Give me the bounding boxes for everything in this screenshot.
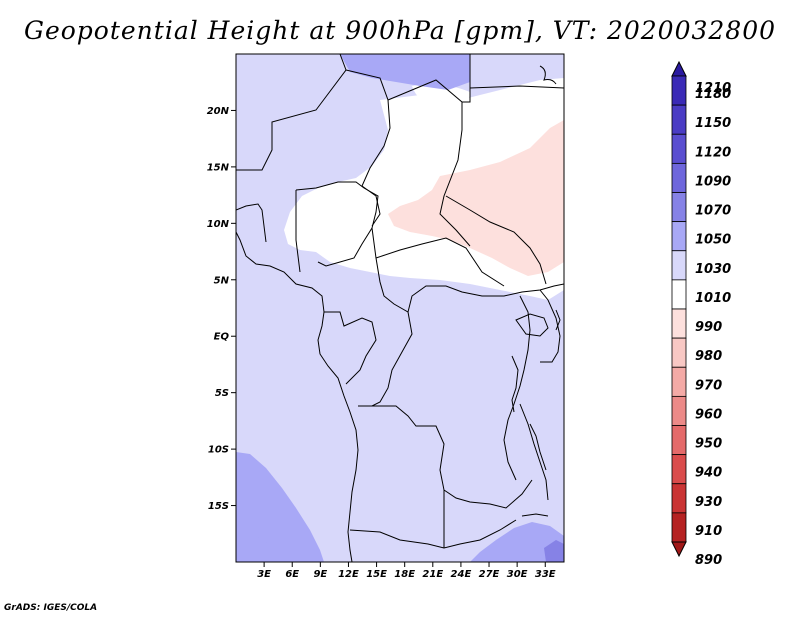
colorbar-level-label: 1120 — [695, 145, 731, 160]
map-frame — [235, 53, 565, 563]
colorbar-swatch — [671, 162, 687, 193]
field-region-990-1010 — [412, 84, 470, 109]
chart-title: Geopotential Height at 900hPa [gpm], VT:… — [23, 16, 777, 45]
lon-tick-label: 27E — [479, 569, 500, 580]
lon-tick-label: 24E — [451, 569, 472, 580]
lat-tick-label: 20N — [207, 106, 230, 117]
colorbar-swatch — [671, 337, 687, 368]
lat-tick-label: EQ — [214, 332, 230, 343]
colorbar-level-label: 1210 — [695, 81, 731, 96]
colorbar-level-label: 890 — [695, 553, 722, 568]
colorbar-swatch — [671, 250, 687, 281]
lon-tick-label: 21E — [422, 569, 443, 580]
colorbar-level-label: 1050 — [695, 233, 731, 248]
colorbar-swatch — [671, 425, 687, 456]
lat-tick-label: 5N — [214, 275, 230, 286]
field-region-1030-1050 — [236, 452, 324, 562]
lon-tick-label: 33E — [535, 569, 556, 580]
colorbar-level-label: 1010 — [695, 291, 731, 306]
colorbar-top-arrow — [671, 60, 687, 77]
lon-tick-label: 15E — [366, 569, 387, 580]
colorbar-level-label: 930 — [695, 495, 722, 510]
colorbar-swatch — [671, 395, 687, 426]
colorbar-swatch — [671, 308, 687, 339]
lon-tick-label: 6E — [285, 569, 299, 580]
lon-tick-label: 9E — [313, 569, 327, 580]
lon-tick-label: 3E — [257, 569, 271, 580]
lat-tick-label: 15N — [207, 162, 230, 173]
coastlines-borders — [236, 54, 564, 562]
colorbar-swatch — [671, 104, 687, 135]
colorbar-level-label: 1180 — [695, 87, 731, 102]
grads-credit: GrADS: IGES/COLA — [4, 603, 98, 613]
field-region-980-990 — [388, 120, 564, 276]
colorbar-swatch — [671, 279, 687, 310]
colorbar-level-label: 990 — [695, 320, 722, 335]
colorbar-level-label: 910 — [695, 524, 722, 539]
colorbar-swatch — [671, 221, 687, 252]
colorbar-swatch — [671, 512, 687, 543]
lat-tick-label: 10N — [207, 219, 230, 230]
colorbar-level-label: 980 — [695, 349, 722, 364]
lat-tick-label: 15S — [208, 501, 229, 512]
colorbar-level-label: 1150 — [695, 116, 731, 131]
field-region-1030-1050 — [544, 540, 564, 562]
lat-tick-label: 5S — [215, 388, 229, 399]
colorbar-swatch — [671, 133, 687, 164]
colorbar-swatch — [671, 75, 687, 106]
colorbar-bottom-arrow — [671, 541, 687, 558]
colorbar-level-label: 1090 — [695, 174, 731, 189]
lon-tick-label: 30E — [507, 569, 528, 580]
lat-tick-label: 10S — [208, 445, 229, 456]
colorbar-swatch — [671, 454, 687, 485]
colorbar-level-label: 970 — [695, 378, 722, 393]
lon-tick-label: 18E — [394, 569, 415, 580]
colorbar-level-label: 1030 — [695, 262, 731, 277]
field-region-1030-1050 — [470, 522, 564, 562]
colorbar-level-label: 1070 — [695, 204, 731, 219]
lon-tick-label: 12E — [338, 569, 359, 580]
colorbar-swatch — [671, 192, 687, 223]
colorbar-level-label: 950 — [695, 437, 722, 452]
field-region-1030-1050 — [236, 532, 282, 562]
colorbar-level-label: 960 — [695, 407, 722, 422]
colorbar-swatch — [671, 366, 687, 397]
colorbar-swatch — [671, 483, 687, 514]
colorbar-level-label: 940 — [695, 466, 722, 481]
